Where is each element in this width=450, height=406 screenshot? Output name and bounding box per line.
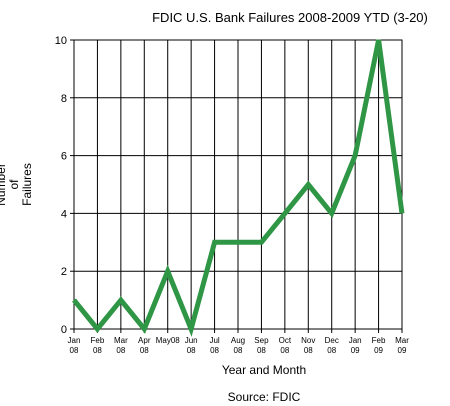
y-axis-ticks: 0 2 4 6 8 10 — [55, 35, 74, 336]
x-tick-label: Mar 09 — [395, 336, 409, 355]
x-tick-label: Jul 08 — [209, 336, 219, 355]
x-tick-label: Aug 08 — [231, 336, 245, 355]
x-tick-label: Jan 08 — [68, 336, 81, 355]
x-tick-label: May08 — [156, 336, 181, 345]
x-axis-ticks: Jan 08 Feb 08 Mar 08 Apr 08 May08 Jun 08 Jul 08 Aug 08… — [68, 329, 409, 355]
source-note: Source: FDIC — [228, 390, 301, 404]
x-axis-label: Year and Month — [222, 363, 306, 377]
y-tick-label: 6 — [61, 151, 67, 163]
y-tick-label: 0 — [61, 324, 67, 336]
series-line — [72, 39, 405, 337]
x-tick-label: Jun 08 — [185, 336, 198, 355]
y-tick-label: 2 — [61, 266, 67, 278]
y-tick-label: 8 — [61, 93, 67, 105]
x-tick-label: Feb 09 — [372, 336, 386, 355]
x-tick-label: Oct 08 — [279, 336, 292, 355]
grid — [73, 39, 403, 330]
x-tick-label: Dec 08 — [325, 336, 339, 355]
x-tick-label: Sep 08 — [254, 336, 269, 355]
x-tick-label: Feb 08 — [91, 336, 105, 355]
x-tick-label: Mar 08 — [114, 336, 128, 355]
y-tick-label: 10 — [55, 35, 67, 47]
y-tick-label: 4 — [61, 208, 67, 220]
y-axis-label: NumberofFailures — [0, 163, 34, 206]
chart-title: FDIC U.S. Bank Failures 2008-2009 YTD (3… — [152, 10, 428, 25]
x-tick-label: Nov 08 — [301, 336, 315, 355]
x-tick-label: Jan 09 — [349, 336, 362, 355]
x-tick-label: Apr 08 — [138, 336, 151, 355]
